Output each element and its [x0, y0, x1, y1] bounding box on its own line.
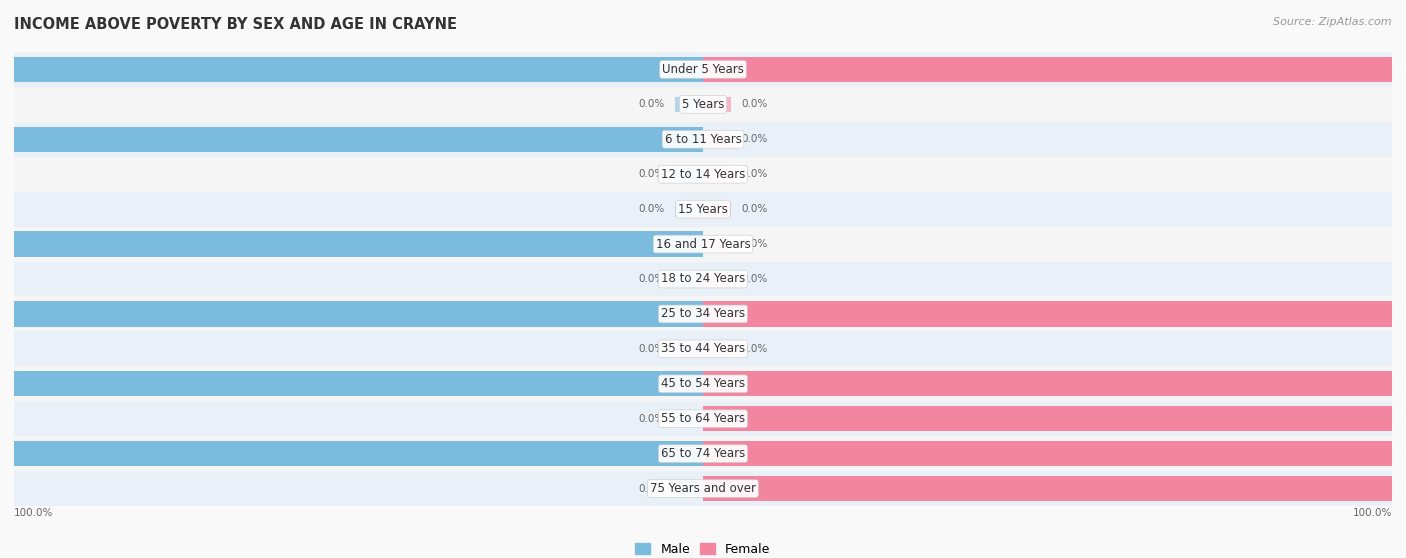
Bar: [14, 87, 1392, 122]
Bar: [14, 401, 1392, 436]
Bar: [703, 371, 1392, 396]
Text: 25 to 34 Years: 25 to 34 Years: [661, 307, 745, 320]
Bar: [14, 57, 703, 82]
Text: Under 5 Years: Under 5 Years: [662, 63, 744, 76]
Text: 100.0%: 100.0%: [0, 64, 4, 74]
Bar: [14, 441, 703, 466]
Bar: [703, 441, 1392, 466]
Bar: [675, 341, 703, 357]
Text: 0.0%: 0.0%: [638, 413, 665, 424]
Text: 0.0%: 0.0%: [638, 169, 665, 179]
Legend: Male, Female: Male, Female: [630, 538, 776, 558]
Text: 16 and 17 Years: 16 and 17 Years: [655, 238, 751, 251]
Bar: [675, 411, 703, 426]
Bar: [14, 371, 703, 396]
Text: 100.0%: 100.0%: [1402, 64, 1406, 74]
Text: 100.0%: 100.0%: [1402, 379, 1406, 389]
Bar: [14, 331, 1392, 366]
Bar: [14, 436, 1392, 471]
Text: 65 to 74 Years: 65 to 74 Years: [661, 447, 745, 460]
Bar: [703, 167, 731, 182]
Bar: [14, 127, 703, 152]
Text: 0.0%: 0.0%: [638, 344, 665, 354]
Text: 100.0%: 100.0%: [1402, 309, 1406, 319]
Bar: [703, 237, 731, 252]
Text: 100.0%: 100.0%: [1402, 413, 1406, 424]
Bar: [703, 406, 1392, 431]
Text: 100.0%: 100.0%: [1353, 508, 1392, 518]
Bar: [703, 341, 731, 357]
Bar: [14, 301, 703, 326]
Text: 18 to 24 Years: 18 to 24 Years: [661, 272, 745, 286]
Text: 100.0%: 100.0%: [0, 239, 4, 249]
Bar: [703, 97, 731, 112]
Bar: [703, 476, 1392, 501]
Text: 100.0%: 100.0%: [1402, 484, 1406, 494]
Text: 100.0%: 100.0%: [0, 309, 4, 319]
Text: 0.0%: 0.0%: [741, 134, 768, 145]
Text: 0.0%: 0.0%: [741, 239, 768, 249]
Text: 0.0%: 0.0%: [638, 204, 665, 214]
Bar: [703, 57, 1392, 82]
Text: 15 Years: 15 Years: [678, 203, 728, 215]
Text: 0.0%: 0.0%: [741, 99, 768, 109]
Bar: [14, 471, 1392, 506]
Bar: [675, 481, 703, 496]
Text: 0.0%: 0.0%: [741, 169, 768, 179]
Text: INCOME ABOVE POVERTY BY SEX AND AGE IN CRAYNE: INCOME ABOVE POVERTY BY SEX AND AGE IN C…: [14, 17, 457, 32]
Bar: [703, 301, 1392, 326]
Bar: [14, 122, 1392, 157]
Text: 0.0%: 0.0%: [638, 484, 665, 494]
Text: 0.0%: 0.0%: [741, 344, 768, 354]
Text: 35 to 44 Years: 35 to 44 Years: [661, 343, 745, 355]
Text: 100.0%: 100.0%: [0, 379, 4, 389]
Text: Source: ZipAtlas.com: Source: ZipAtlas.com: [1274, 17, 1392, 27]
Bar: [14, 157, 1392, 192]
Text: 0.0%: 0.0%: [638, 274, 665, 284]
Bar: [675, 97, 703, 112]
Bar: [703, 201, 731, 217]
Text: 12 to 14 Years: 12 to 14 Years: [661, 168, 745, 181]
Text: 0.0%: 0.0%: [741, 274, 768, 284]
Text: 0.0%: 0.0%: [638, 99, 665, 109]
Bar: [675, 167, 703, 182]
Bar: [14, 262, 1392, 296]
Text: 0.0%: 0.0%: [741, 204, 768, 214]
Bar: [703, 132, 731, 147]
Text: 6 to 11 Years: 6 to 11 Years: [665, 133, 741, 146]
Bar: [675, 201, 703, 217]
Text: 75 Years and over: 75 Years and over: [650, 482, 756, 495]
Text: 55 to 64 Years: 55 to 64 Years: [661, 412, 745, 425]
Bar: [14, 232, 703, 257]
Text: 100.0%: 100.0%: [14, 508, 53, 518]
Bar: [703, 271, 731, 287]
Bar: [14, 192, 1392, 227]
Bar: [14, 366, 1392, 401]
Bar: [14, 296, 1392, 331]
Text: 100.0%: 100.0%: [1402, 449, 1406, 459]
Text: 100.0%: 100.0%: [0, 449, 4, 459]
Text: 5 Years: 5 Years: [682, 98, 724, 111]
Text: 100.0%: 100.0%: [0, 134, 4, 145]
Bar: [14, 227, 1392, 262]
Bar: [14, 52, 1392, 87]
Bar: [675, 271, 703, 287]
Text: 45 to 54 Years: 45 to 54 Years: [661, 377, 745, 390]
